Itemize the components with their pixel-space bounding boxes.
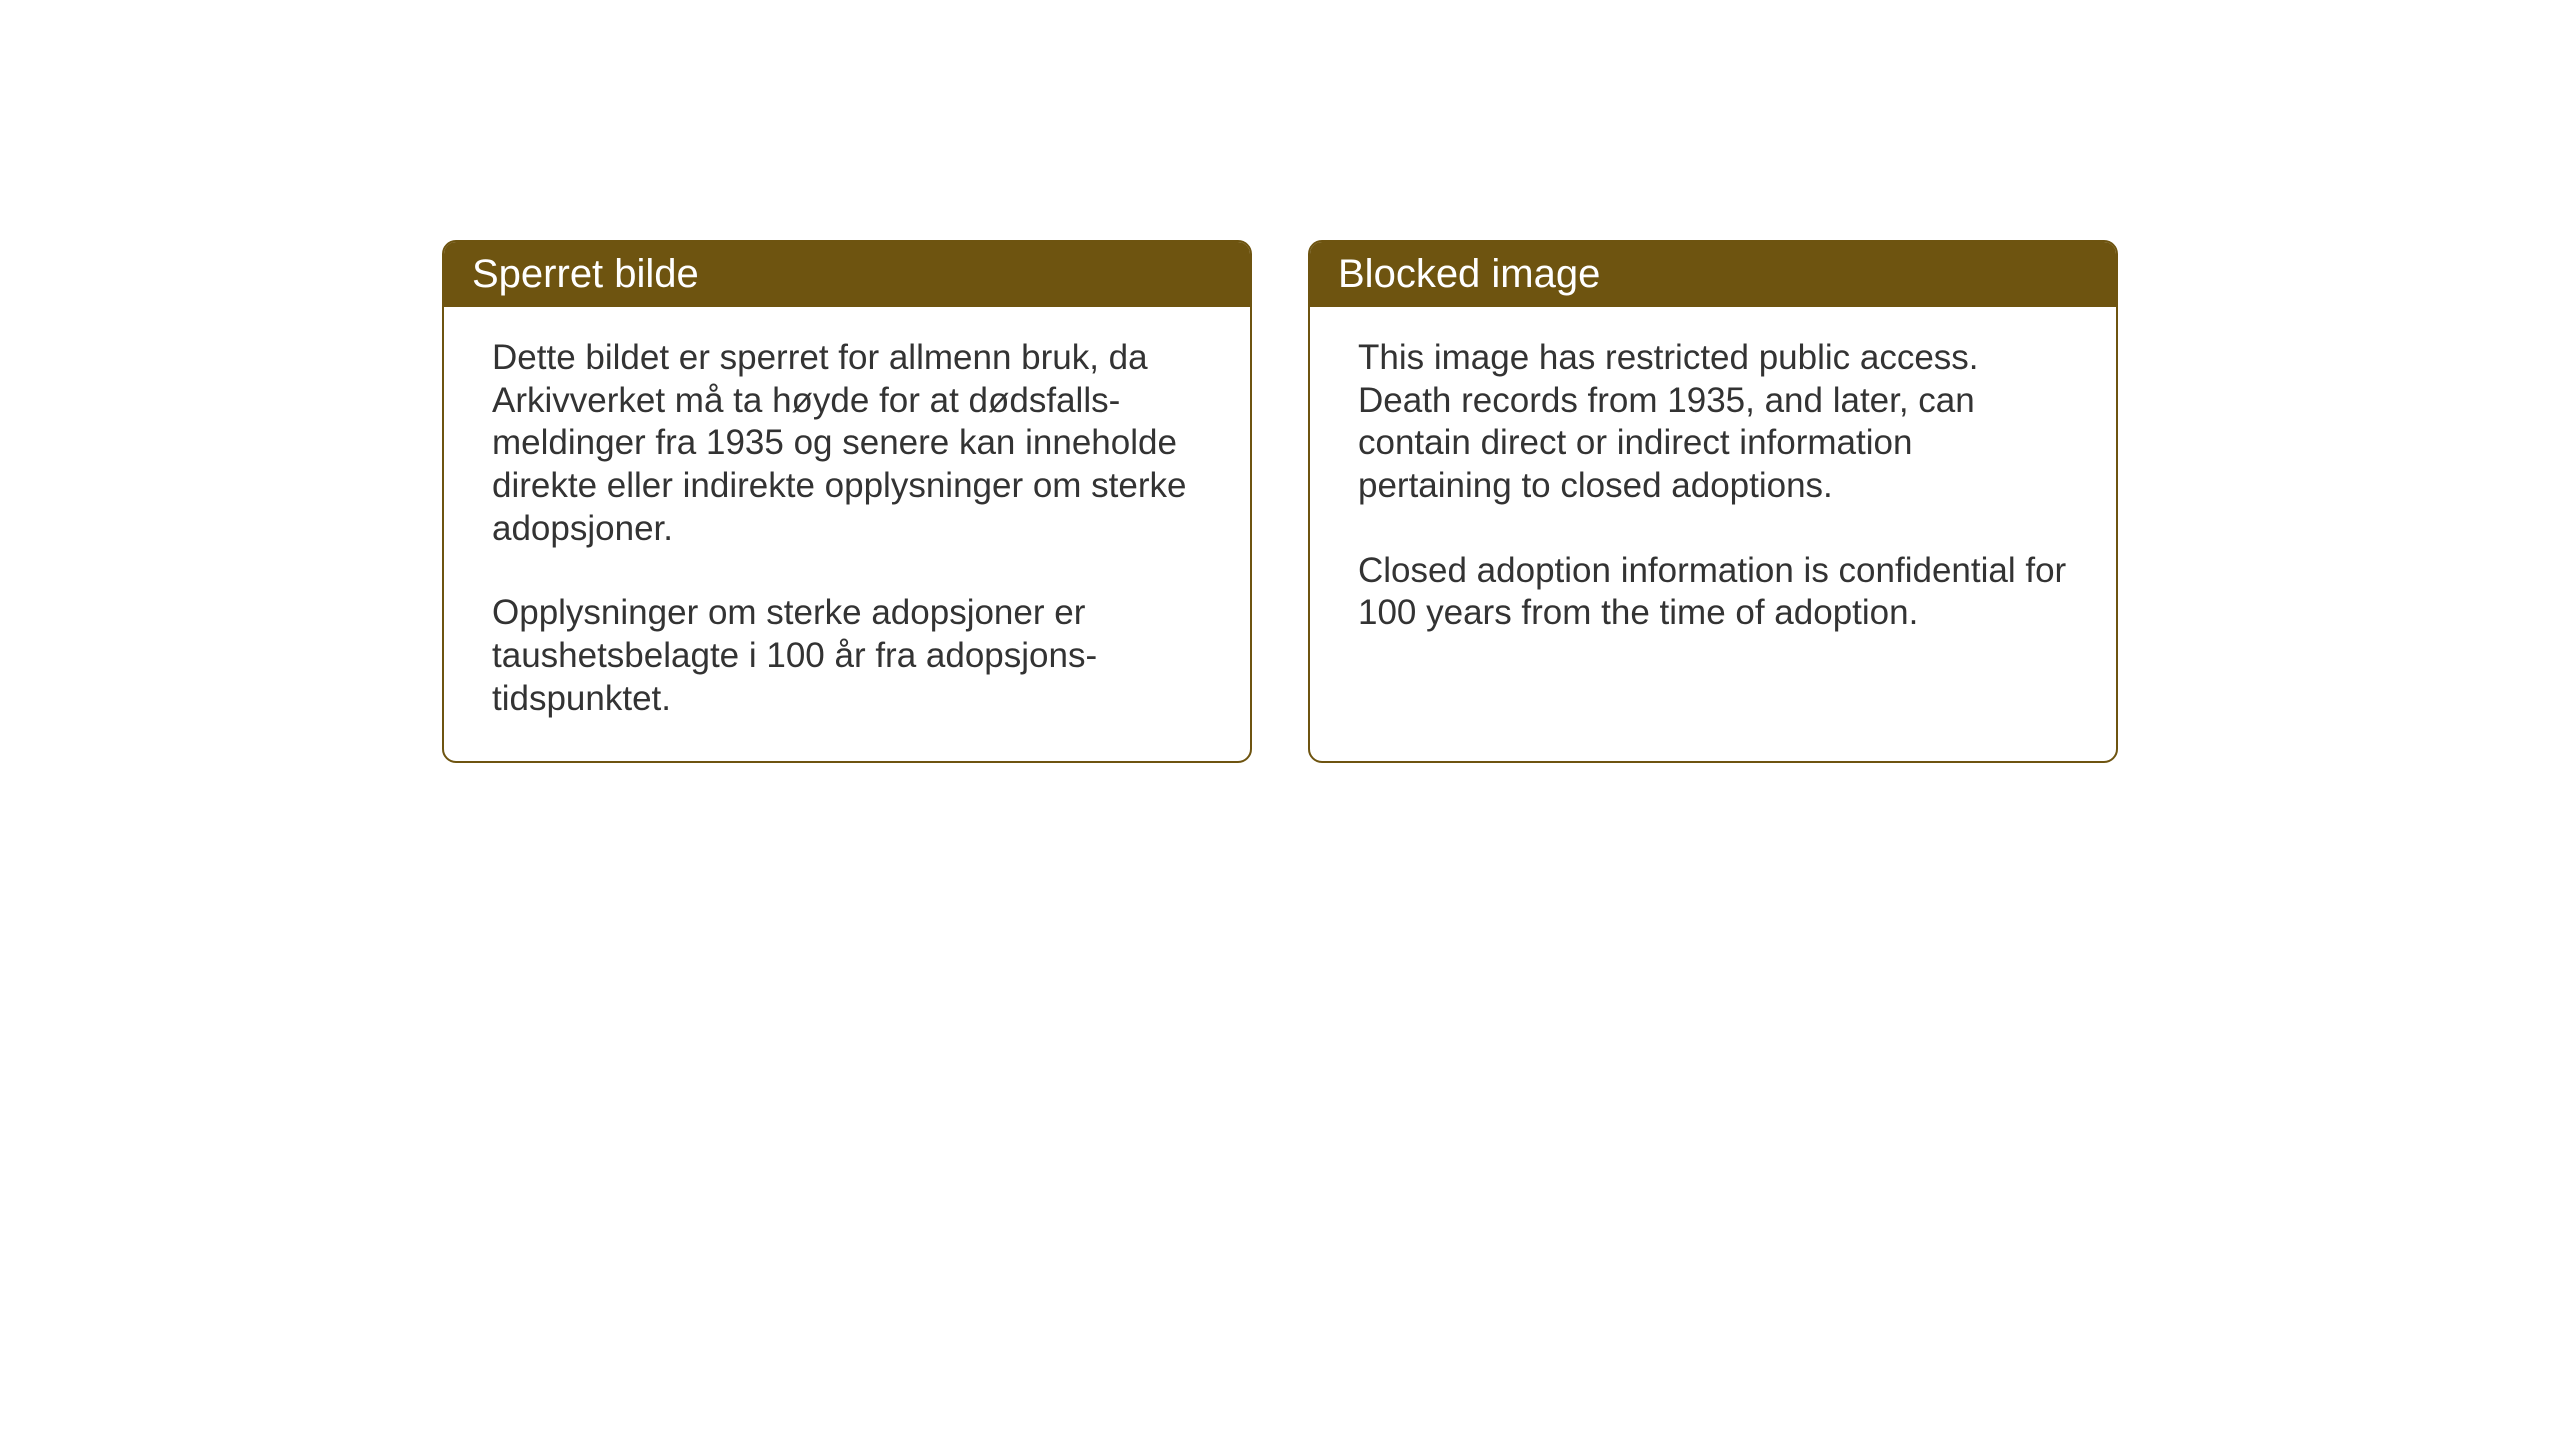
norwegian-paragraph-1: Dette bildet er sperret for allmenn bruk… [492,337,1202,550]
norwegian-paragraph-2: Opplysninger om sterke adopsjoner er tau… [492,592,1202,720]
english-card-body: This image has restricted public access.… [1310,307,2116,675]
english-paragraph-1: This image has restricted public access.… [1358,337,2068,508]
cards-container: Sperret bilde Dette bildet er sperret fo… [442,240,2118,763]
norwegian-card-title: Sperret bilde [444,242,1250,307]
english-paragraph-2: Closed adoption information is confident… [1358,550,2068,635]
norwegian-card-body: Dette bildet er sperret for allmenn bruk… [444,307,1250,761]
norwegian-card: Sperret bilde Dette bildet er sperret fo… [442,240,1252,763]
english-card: Blocked image This image has restricted … [1308,240,2118,763]
english-card-title: Blocked image [1310,242,2116,307]
